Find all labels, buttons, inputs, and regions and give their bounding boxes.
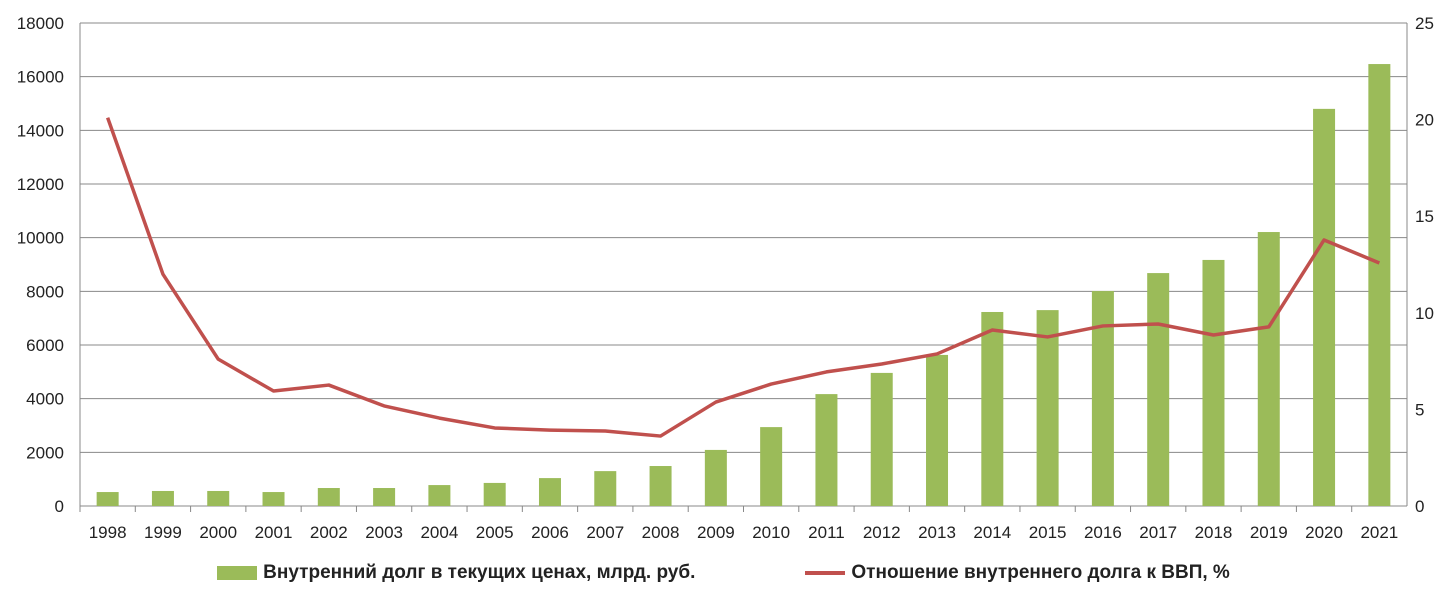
legend-label-bars: Внутренний долг в текущих ценах, млрд. р… <box>263 562 696 583</box>
bar-2017 <box>1147 273 1170 506</box>
legend-item-line: Отношение внутреннего долга к ВВП, % <box>805 562 1230 584</box>
y-left-tick-label: 16000 <box>17 68 64 87</box>
bar-1998 <box>96 492 119 506</box>
y-right-tick-label: 20 <box>1415 111 1434 130</box>
y-left-tick-label: 12000 <box>17 175 64 194</box>
bar-2011 <box>815 394 838 506</box>
x-tick-label: 2006 <box>531 523 569 542</box>
chart-plot: 0 2000 4000 6000 8000 10000 12000 14000 16000 180… <box>17 14 1434 542</box>
bar-2002 <box>317 488 340 506</box>
y-left-tick-label: 0 <box>55 497 64 516</box>
x-tick-label: 2019 <box>1250 523 1288 542</box>
bar-2020 <box>1313 108 1336 506</box>
bar-2015 <box>1036 310 1059 506</box>
x-tick-label: 1998 <box>89 523 127 542</box>
bar-2001 <box>262 492 285 506</box>
x-tick-label: 2000 <box>199 523 237 542</box>
x-tick-label: 2013 <box>918 523 956 542</box>
x-tick-label: 2011 <box>808 523 845 542</box>
bar-2021 <box>1368 64 1391 507</box>
y-right-tick-label: 10 <box>1415 304 1434 323</box>
x-tick-label: 2010 <box>752 523 790 542</box>
legend: Внутренний долг в текущих ценах, млрд. р… <box>0 562 1447 584</box>
x-tick-label: 2001 <box>255 523 293 542</box>
legend-swatch-bar <box>217 566 258 580</box>
bar-2009 <box>704 449 727 506</box>
x-tick-label: 2009 <box>697 523 735 542</box>
y-left-tick-label: 18000 <box>17 14 64 33</box>
x-tick-label: 2017 <box>1139 523 1177 542</box>
x-tick-label: 2008 <box>642 523 680 542</box>
legend-swatch-line <box>805 571 846 575</box>
legend-label-line: Отношение внутреннего долга к ВВП, % <box>851 562 1230 583</box>
y-right-tick-label: 15 <box>1415 207 1434 226</box>
bar-2004 <box>428 485 451 506</box>
y-left-tick-label: 4000 <box>26 390 64 409</box>
bar-2019 <box>1257 232 1280 506</box>
y-left-tick-label: 14000 <box>17 121 64 140</box>
bar-2003 <box>373 488 396 506</box>
x-tick-label: 2002 <box>310 523 348 542</box>
x-tick-label: 1999 <box>144 523 182 542</box>
bar-2005 <box>483 482 506 506</box>
y-right-tick-label: 5 <box>1415 400 1424 419</box>
y-left-tick-label: 2000 <box>26 443 64 462</box>
bar-2014 <box>981 311 1004 506</box>
y-right-tick-label: 0 <box>1415 497 1424 516</box>
bar-2000 <box>207 490 230 506</box>
x-tick-label: 2012 <box>863 523 901 542</box>
x-tick-label: 2003 <box>365 523 403 542</box>
bar-2012 <box>870 372 893 506</box>
ratio-line <box>105 117 1381 438</box>
y-left-tick-label: 6000 <box>26 336 64 355</box>
bar-1999 <box>151 490 174 506</box>
y-right-tick-label: 25 <box>1415 14 1434 33</box>
x-tick-label: 2020 <box>1305 523 1343 542</box>
bar-2008 <box>649 466 672 506</box>
y-left-tick-label: 10000 <box>17 229 64 248</box>
x-tick-label: 2021 <box>1360 523 1398 542</box>
y-left-tick-label: 8000 <box>26 282 64 301</box>
x-tick-label: 2018 <box>1195 523 1233 542</box>
bar-2018 <box>1202 259 1225 506</box>
bar-2006 <box>538 478 561 506</box>
bar-2010 <box>760 427 783 506</box>
x-tick-label: 2015 <box>1029 523 1067 542</box>
bar-2013 <box>926 354 949 506</box>
x-tick-label: 2005 <box>476 523 514 542</box>
x-tick-label: 2007 <box>586 523 624 542</box>
legend-item-bars: Внутренний долг в текущих ценах, млрд. р… <box>217 562 695 584</box>
x-tick-label: 2014 <box>973 523 1011 542</box>
bar-2016 <box>1091 291 1114 506</box>
bar-2007 <box>594 471 617 506</box>
x-tick-label: 2016 <box>1084 523 1122 542</box>
x-tick-label: 2004 <box>420 523 458 542</box>
